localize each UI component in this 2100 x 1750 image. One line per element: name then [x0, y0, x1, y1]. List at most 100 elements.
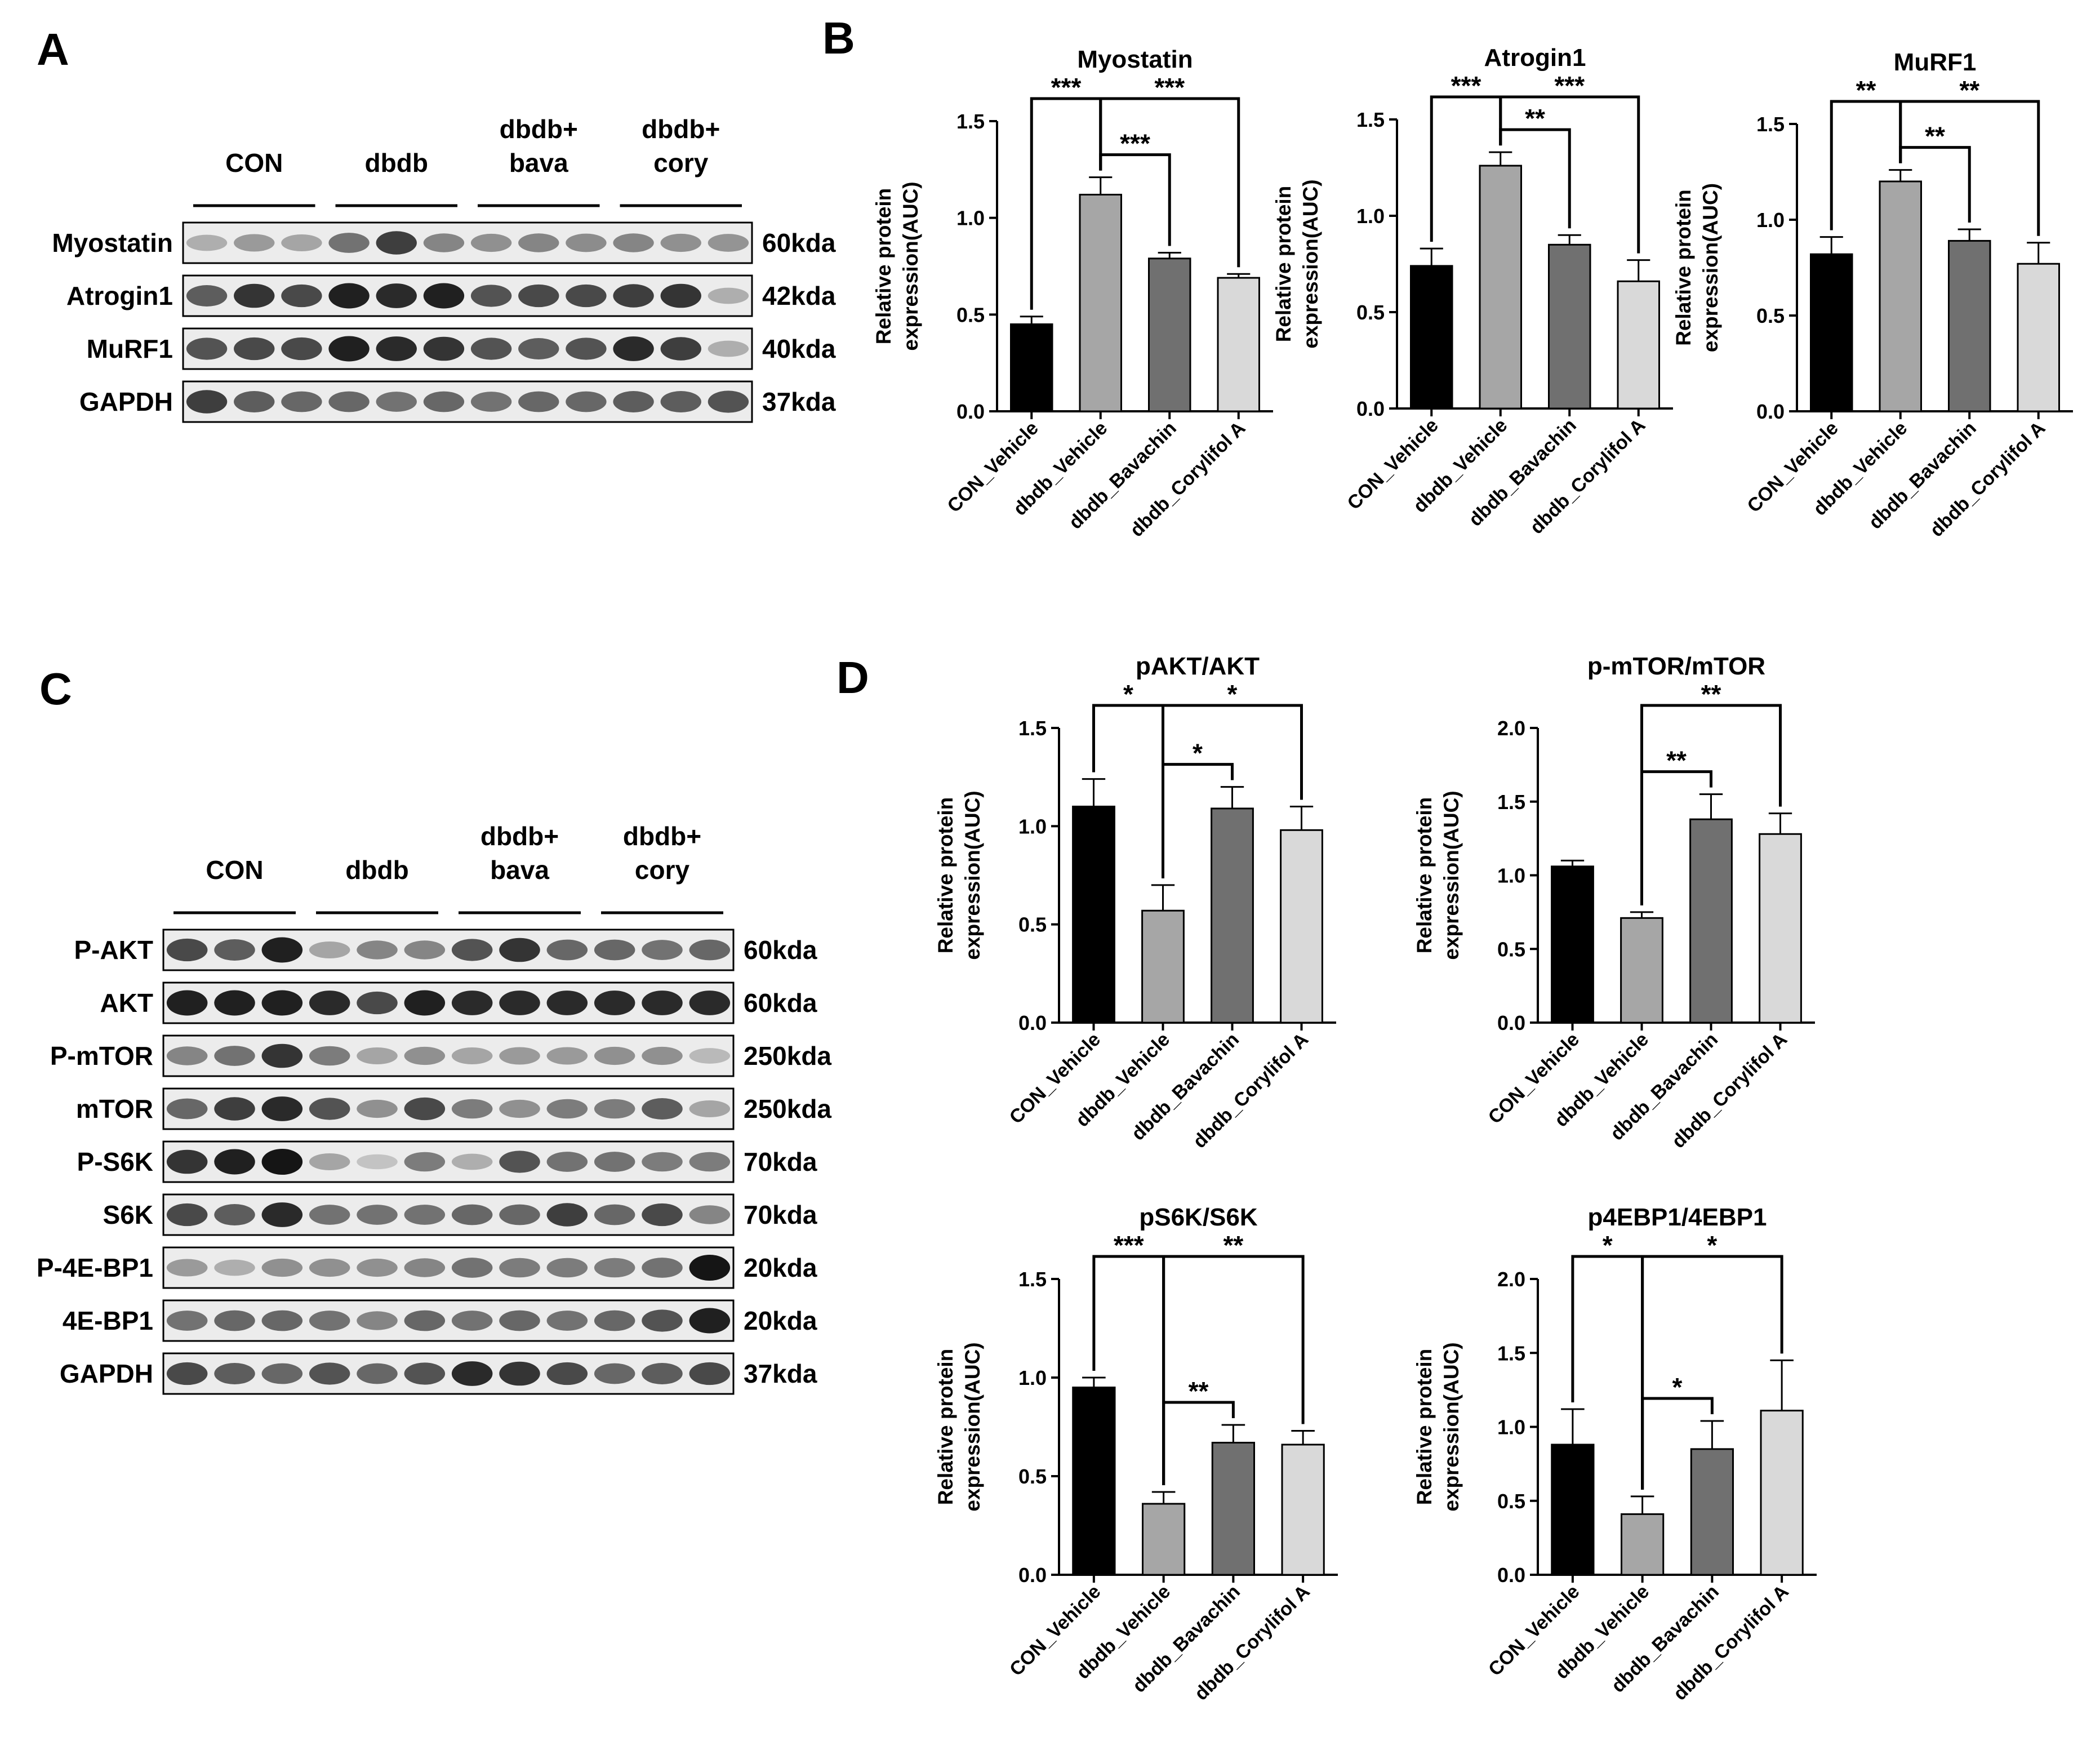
- y-tick-label: 1.5: [1018, 717, 1047, 740]
- molecular-weight-label: 37kda: [762, 387, 836, 416]
- protein-band: [309, 1258, 350, 1277]
- protein-band: [546, 1362, 588, 1385]
- protein-band: [642, 1046, 683, 1065]
- y-tick-label: 1.5: [1356, 108, 1385, 131]
- bar: [1211, 807, 1254, 1024]
- protein-band: [404, 1362, 446, 1385]
- significance-label: *: [1227, 679, 1238, 709]
- protein-band: [404, 990, 446, 1016]
- protein-band: [594, 1363, 635, 1384]
- protein-name-label: P-mTOR: [50, 1041, 153, 1071]
- protein-band: [642, 991, 683, 1015]
- molecular-weight-label: 40kda: [762, 334, 836, 363]
- protein-band: [451, 939, 493, 961]
- significance-label: **: [1666, 746, 1687, 775]
- protein-band: [166, 1203, 208, 1227]
- molecular-weight-label: 42kda: [762, 281, 836, 310]
- y-tick-label: 0.0: [1497, 1564, 1525, 1587]
- protein-band: [404, 940, 446, 960]
- protein-band: [642, 1258, 683, 1278]
- protein-band: [404, 1046, 446, 1065]
- protein-band: [309, 991, 350, 1015]
- protein-band: [566, 337, 607, 360]
- protein-name-label: mTOR: [76, 1094, 153, 1123]
- bar-chart-5: pS6K/S6K Relative protein expression(AUC) 0…: [934, 1203, 1338, 1704]
- protein-band: [689, 991, 731, 1015]
- protein-band: [594, 1258, 635, 1278]
- y-tick-label: 1.5: [1497, 1342, 1525, 1365]
- protein-band: [281, 284, 322, 308]
- protein-band: [376, 283, 417, 308]
- y-axis-label: expression(AUC): [961, 790, 984, 960]
- significance-label: **: [1189, 1376, 1209, 1406]
- significance-bracket: [1499, 95, 1640, 254]
- significance-label: ***: [1120, 129, 1150, 158]
- x-tick-label: dbdb_Corylifol A: [1126, 417, 1250, 541]
- bar: [1760, 1410, 1804, 1576]
- protein-band: [499, 1204, 540, 1225]
- blot-strip: [162, 1140, 735, 1183]
- protein-band: [451, 991, 493, 1015]
- y-tick-label: 0.0: [1018, 1564, 1047, 1587]
- lane-group-label: cory: [653, 148, 709, 177]
- chart-title: p4EBP1/4EBP1: [1588, 1203, 1767, 1231]
- protein-band: [166, 1046, 208, 1065]
- molecular-weight-label: 20kda: [744, 1306, 817, 1335]
- x-tick-label: dbdb_Corylifol A: [1190, 1581, 1314, 1705]
- significance-label: **: [1925, 122, 1945, 151]
- bar: [1010, 323, 1053, 412]
- protein-band: [309, 1153, 350, 1170]
- blot-strip: [162, 981, 735, 1024]
- lane-group-label: CON: [206, 855, 263, 885]
- protein-band: [689, 939, 731, 961]
- protein-band: [689, 1254, 731, 1281]
- protein-name-label: AKT: [100, 988, 153, 1018]
- protein-band: [214, 1259, 255, 1276]
- molecular-weight-label: 70kda: [744, 1200, 817, 1229]
- protein-band: [404, 1097, 446, 1121]
- protein-band: [376, 392, 417, 412]
- y-tick-label: 2.0: [1497, 717, 1525, 740]
- protein-band: [470, 337, 512, 360]
- protein-band: [281, 234, 322, 251]
- protein-band: [376, 231, 417, 255]
- protein-band: [309, 1205, 350, 1225]
- bar-chart-3: pAKT/AKT Relative protein expression(AUC) 0…: [934, 652, 1336, 1152]
- protein-band: [499, 1099, 540, 1118]
- protein-band: [642, 1362, 683, 1385]
- protein-name-label: Myostatin: [52, 228, 173, 257]
- protein-band: [281, 337, 322, 361]
- significance-label: **: [1525, 104, 1545, 133]
- molecular-weight-label: 60kda: [744, 935, 817, 965]
- lane-group-label: cory: [635, 855, 690, 885]
- protein-band: [518, 233, 559, 252]
- protein-band: [451, 1047, 493, 1064]
- protein-band: [451, 1311, 493, 1331]
- protein-band: [309, 1046, 350, 1066]
- bar: [1759, 833, 1802, 1024]
- protein-band: [404, 1152, 446, 1172]
- protein-band: [214, 1362, 255, 1385]
- protein-band: [451, 1361, 493, 1386]
- y-tick-label: 0.5: [1756, 304, 1785, 327]
- bar: [1548, 243, 1591, 410]
- protein-band: [642, 1098, 683, 1120]
- western-blot-c: CON dbdb dbdb+ bava dbdb+ cory P-AKT 60kda AKT 60…: [37, 821, 831, 1395]
- lane-group-label: dbdb: [365, 148, 428, 177]
- y-tick-label: 1.0: [1018, 815, 1047, 838]
- bar: [1479, 165, 1522, 410]
- y-axis-label: Relative protein: [872, 188, 895, 345]
- bar: [1948, 239, 1991, 412]
- protein-band: [689, 1308, 731, 1334]
- protein-band: [261, 937, 303, 963]
- protein-band: [594, 1046, 635, 1065]
- y-tick-label: 0.0: [1756, 400, 1785, 423]
- y-axis-label: Relative protein: [1413, 1349, 1436, 1505]
- protein-band: [214, 990, 255, 1016]
- bar: [1621, 1513, 1665, 1576]
- y-axis-label: expression(AUC): [1440, 1342, 1463, 1511]
- panel-letters: A B C D: [37, 13, 869, 714]
- protein-band: [594, 1204, 635, 1225]
- protein-band: [423, 233, 465, 252]
- protein-band: [166, 1362, 208, 1385]
